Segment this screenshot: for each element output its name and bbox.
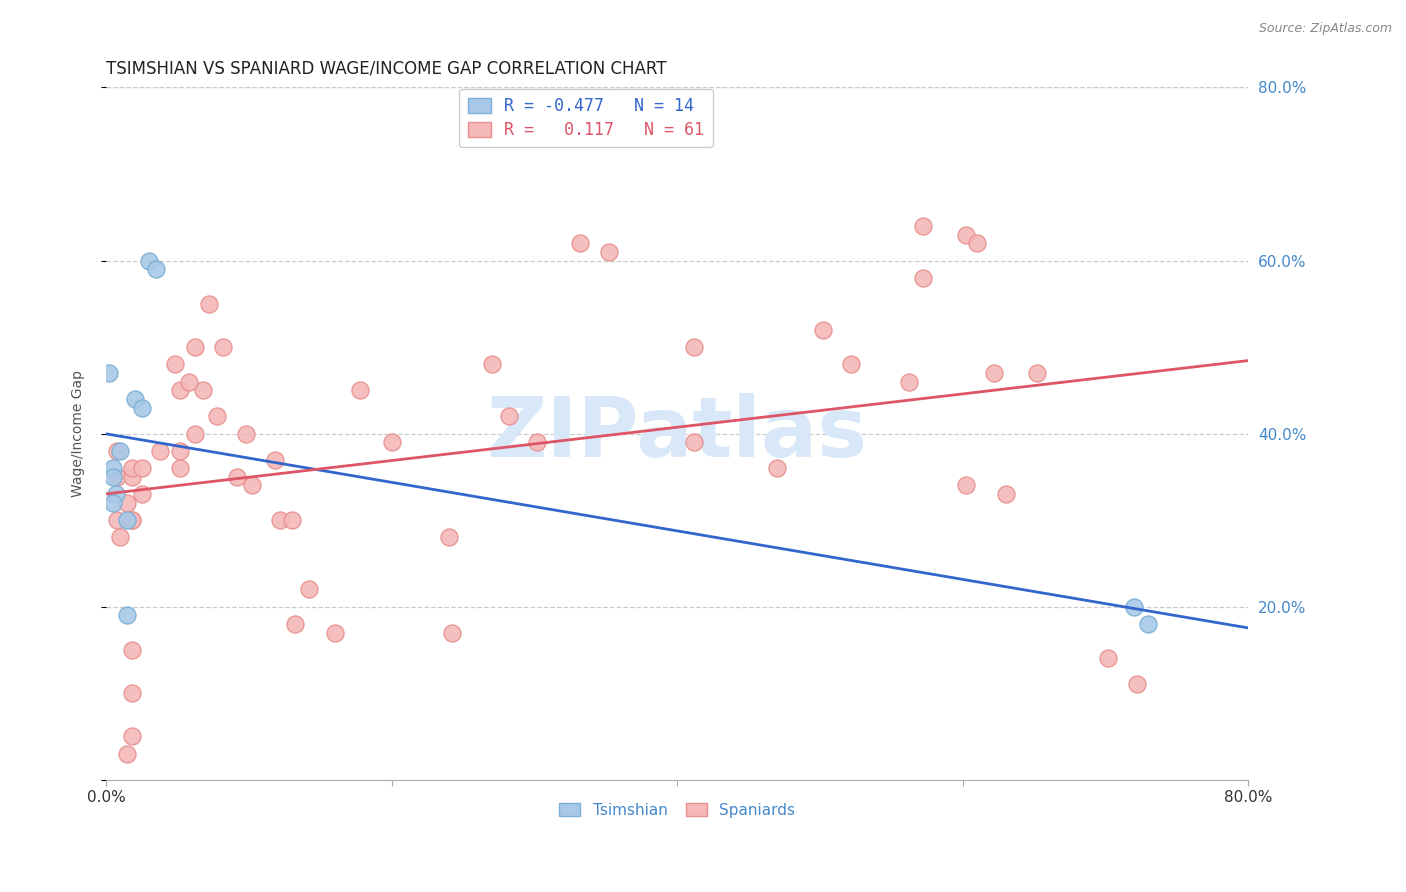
Point bbox=[235, 426, 257, 441]
Point bbox=[177, 375, 200, 389]
Point bbox=[911, 219, 934, 233]
Point bbox=[121, 643, 143, 657]
Point bbox=[124, 392, 146, 406]
Point bbox=[841, 357, 863, 371]
Point bbox=[1123, 599, 1146, 614]
Point bbox=[381, 435, 404, 450]
Point bbox=[117, 513, 139, 527]
Point bbox=[107, 443, 129, 458]
Point bbox=[349, 384, 371, 398]
Point bbox=[117, 747, 139, 761]
Point bbox=[683, 340, 706, 354]
Point bbox=[105, 487, 128, 501]
Point bbox=[103, 461, 125, 475]
Point bbox=[117, 496, 139, 510]
Point bbox=[198, 297, 221, 311]
Point bbox=[169, 461, 191, 475]
Point bbox=[955, 478, 977, 492]
Point bbox=[498, 409, 520, 424]
Point bbox=[437, 530, 460, 544]
Point bbox=[169, 443, 191, 458]
Point bbox=[526, 435, 548, 450]
Point bbox=[121, 730, 143, 744]
Point bbox=[955, 227, 977, 242]
Point bbox=[569, 236, 592, 251]
Point bbox=[107, 470, 129, 484]
Point bbox=[1126, 677, 1149, 691]
Point bbox=[983, 366, 1005, 380]
Point bbox=[994, 487, 1017, 501]
Point bbox=[110, 530, 132, 544]
Point bbox=[193, 384, 215, 398]
Point bbox=[121, 513, 143, 527]
Point bbox=[163, 357, 186, 371]
Point bbox=[263, 452, 285, 467]
Point bbox=[1137, 616, 1160, 631]
Point bbox=[440, 625, 463, 640]
Point bbox=[103, 470, 125, 484]
Point bbox=[598, 244, 620, 259]
Point bbox=[212, 340, 235, 354]
Point bbox=[284, 616, 307, 631]
Point bbox=[240, 478, 263, 492]
Point bbox=[323, 625, 346, 640]
Point bbox=[117, 608, 139, 623]
Point bbox=[280, 513, 302, 527]
Point bbox=[481, 357, 503, 371]
Point bbox=[1026, 366, 1049, 380]
Point bbox=[169, 384, 191, 398]
Point bbox=[683, 435, 706, 450]
Legend: Tsimshian, Spaniards: Tsimshian, Spaniards bbox=[553, 797, 801, 824]
Point bbox=[121, 513, 143, 527]
Point bbox=[131, 461, 153, 475]
Point bbox=[298, 582, 321, 597]
Point bbox=[131, 401, 153, 415]
Point bbox=[911, 270, 934, 285]
Point bbox=[149, 443, 172, 458]
Point bbox=[269, 513, 291, 527]
Y-axis label: Wage/Income Gap: Wage/Income Gap bbox=[72, 370, 86, 497]
Point bbox=[103, 496, 125, 510]
Point bbox=[897, 375, 920, 389]
Point bbox=[811, 323, 834, 337]
Point bbox=[121, 686, 143, 700]
Point bbox=[131, 487, 153, 501]
Point bbox=[183, 426, 205, 441]
Point bbox=[121, 470, 143, 484]
Text: ZIPatlas: ZIPatlas bbox=[486, 393, 868, 474]
Point bbox=[226, 470, 249, 484]
Point bbox=[966, 236, 988, 251]
Point bbox=[1097, 651, 1119, 665]
Point bbox=[183, 340, 205, 354]
Point bbox=[107, 513, 129, 527]
Point bbox=[138, 253, 160, 268]
Point bbox=[97, 366, 120, 380]
Point bbox=[766, 461, 789, 475]
Text: Source: ZipAtlas.com: Source: ZipAtlas.com bbox=[1258, 22, 1392, 36]
Point bbox=[110, 443, 132, 458]
Point bbox=[145, 262, 167, 277]
Point bbox=[207, 409, 229, 424]
Point bbox=[121, 461, 143, 475]
Text: TSIMSHIAN VS SPANIARD WAGE/INCOME GAP CORRELATION CHART: TSIMSHIAN VS SPANIARD WAGE/INCOME GAP CO… bbox=[105, 60, 666, 78]
